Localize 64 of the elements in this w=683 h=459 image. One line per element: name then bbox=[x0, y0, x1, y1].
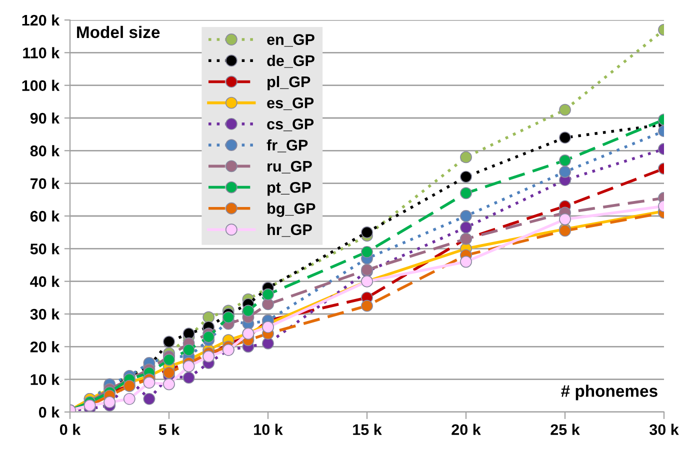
x-tick-label: 0 k bbox=[60, 424, 81, 436]
point bbox=[460, 210, 472, 222]
point bbox=[202, 330, 215, 343]
y-tick-label: 120 k bbox=[22, 14, 60, 26]
x-tick-label: 25 k bbox=[550, 424, 580, 436]
point bbox=[361, 226, 373, 238]
point bbox=[559, 166, 571, 178]
point bbox=[460, 221, 472, 234]
x-tick-label: 30 k bbox=[649, 424, 679, 436]
point bbox=[143, 376, 156, 389]
y-tick-label: 40 k bbox=[30, 276, 60, 288]
point bbox=[222, 311, 234, 324]
point bbox=[559, 104, 571, 116]
x-tick-label: 5 k bbox=[158, 424, 180, 436]
y-tick-label: 50 k bbox=[30, 243, 60, 254]
point bbox=[202, 311, 215, 324]
point bbox=[104, 396, 116, 408]
point bbox=[123, 392, 136, 405]
legend-label: es_GP bbox=[267, 98, 314, 110]
x-tick-label: 10 k bbox=[254, 424, 283, 436]
point bbox=[163, 354, 175, 366]
y-tick-label: 30 k bbox=[30, 308, 60, 320]
point bbox=[460, 151, 472, 164]
x-tick-label: 20 k bbox=[452, 424, 481, 436]
point bbox=[182, 328, 195, 340]
point bbox=[182, 360, 195, 372]
point bbox=[460, 187, 472, 200]
y-tick-label: 90 k bbox=[30, 112, 60, 124]
point bbox=[182, 344, 195, 356]
point bbox=[361, 246, 373, 258]
point bbox=[262, 298, 274, 310]
point bbox=[262, 337, 274, 350]
point bbox=[460, 170, 472, 183]
legend-label: cs_GP bbox=[267, 118, 314, 132]
y-tick-label: 110 k bbox=[23, 47, 60, 58]
point bbox=[163, 336, 175, 348]
x-axis-title: # phonemes bbox=[561, 384, 658, 400]
legend-label: pl_GP bbox=[268, 76, 310, 90]
y-tick-label: 70 k bbox=[30, 178, 60, 190]
legend-label: fr_GP bbox=[266, 139, 308, 152]
y-tick-label: 0 k bbox=[38, 406, 60, 418]
y-tick-label: 20 k bbox=[30, 341, 60, 352]
point bbox=[559, 132, 571, 144]
point bbox=[559, 213, 571, 226]
legend-label: bg_GP bbox=[268, 202, 316, 217]
point bbox=[242, 304, 254, 317]
y-tick-label: 80 k bbox=[30, 145, 60, 156]
y-tick-label: 10 k bbox=[30, 374, 60, 386]
legend-label: hr_GP bbox=[268, 224, 312, 237]
x-tick-label: 15 k bbox=[353, 424, 382, 436]
legend-label: de_GP bbox=[267, 54, 314, 68]
y-tick-label: 100 k bbox=[22, 80, 60, 92]
legend-label: pt_GP bbox=[268, 182, 312, 196]
point bbox=[460, 256, 472, 268]
point bbox=[182, 372, 195, 384]
point bbox=[559, 154, 571, 166]
y-axis-title: Model size bbox=[77, 26, 160, 38]
legend-label: ru_GP bbox=[268, 160, 312, 174]
point bbox=[143, 392, 156, 405]
point bbox=[361, 300, 373, 312]
y-tick-label: 60 k bbox=[30, 210, 60, 222]
legend-label: en_GP bbox=[267, 34, 314, 47]
point bbox=[262, 288, 274, 300]
point bbox=[262, 321, 274, 334]
